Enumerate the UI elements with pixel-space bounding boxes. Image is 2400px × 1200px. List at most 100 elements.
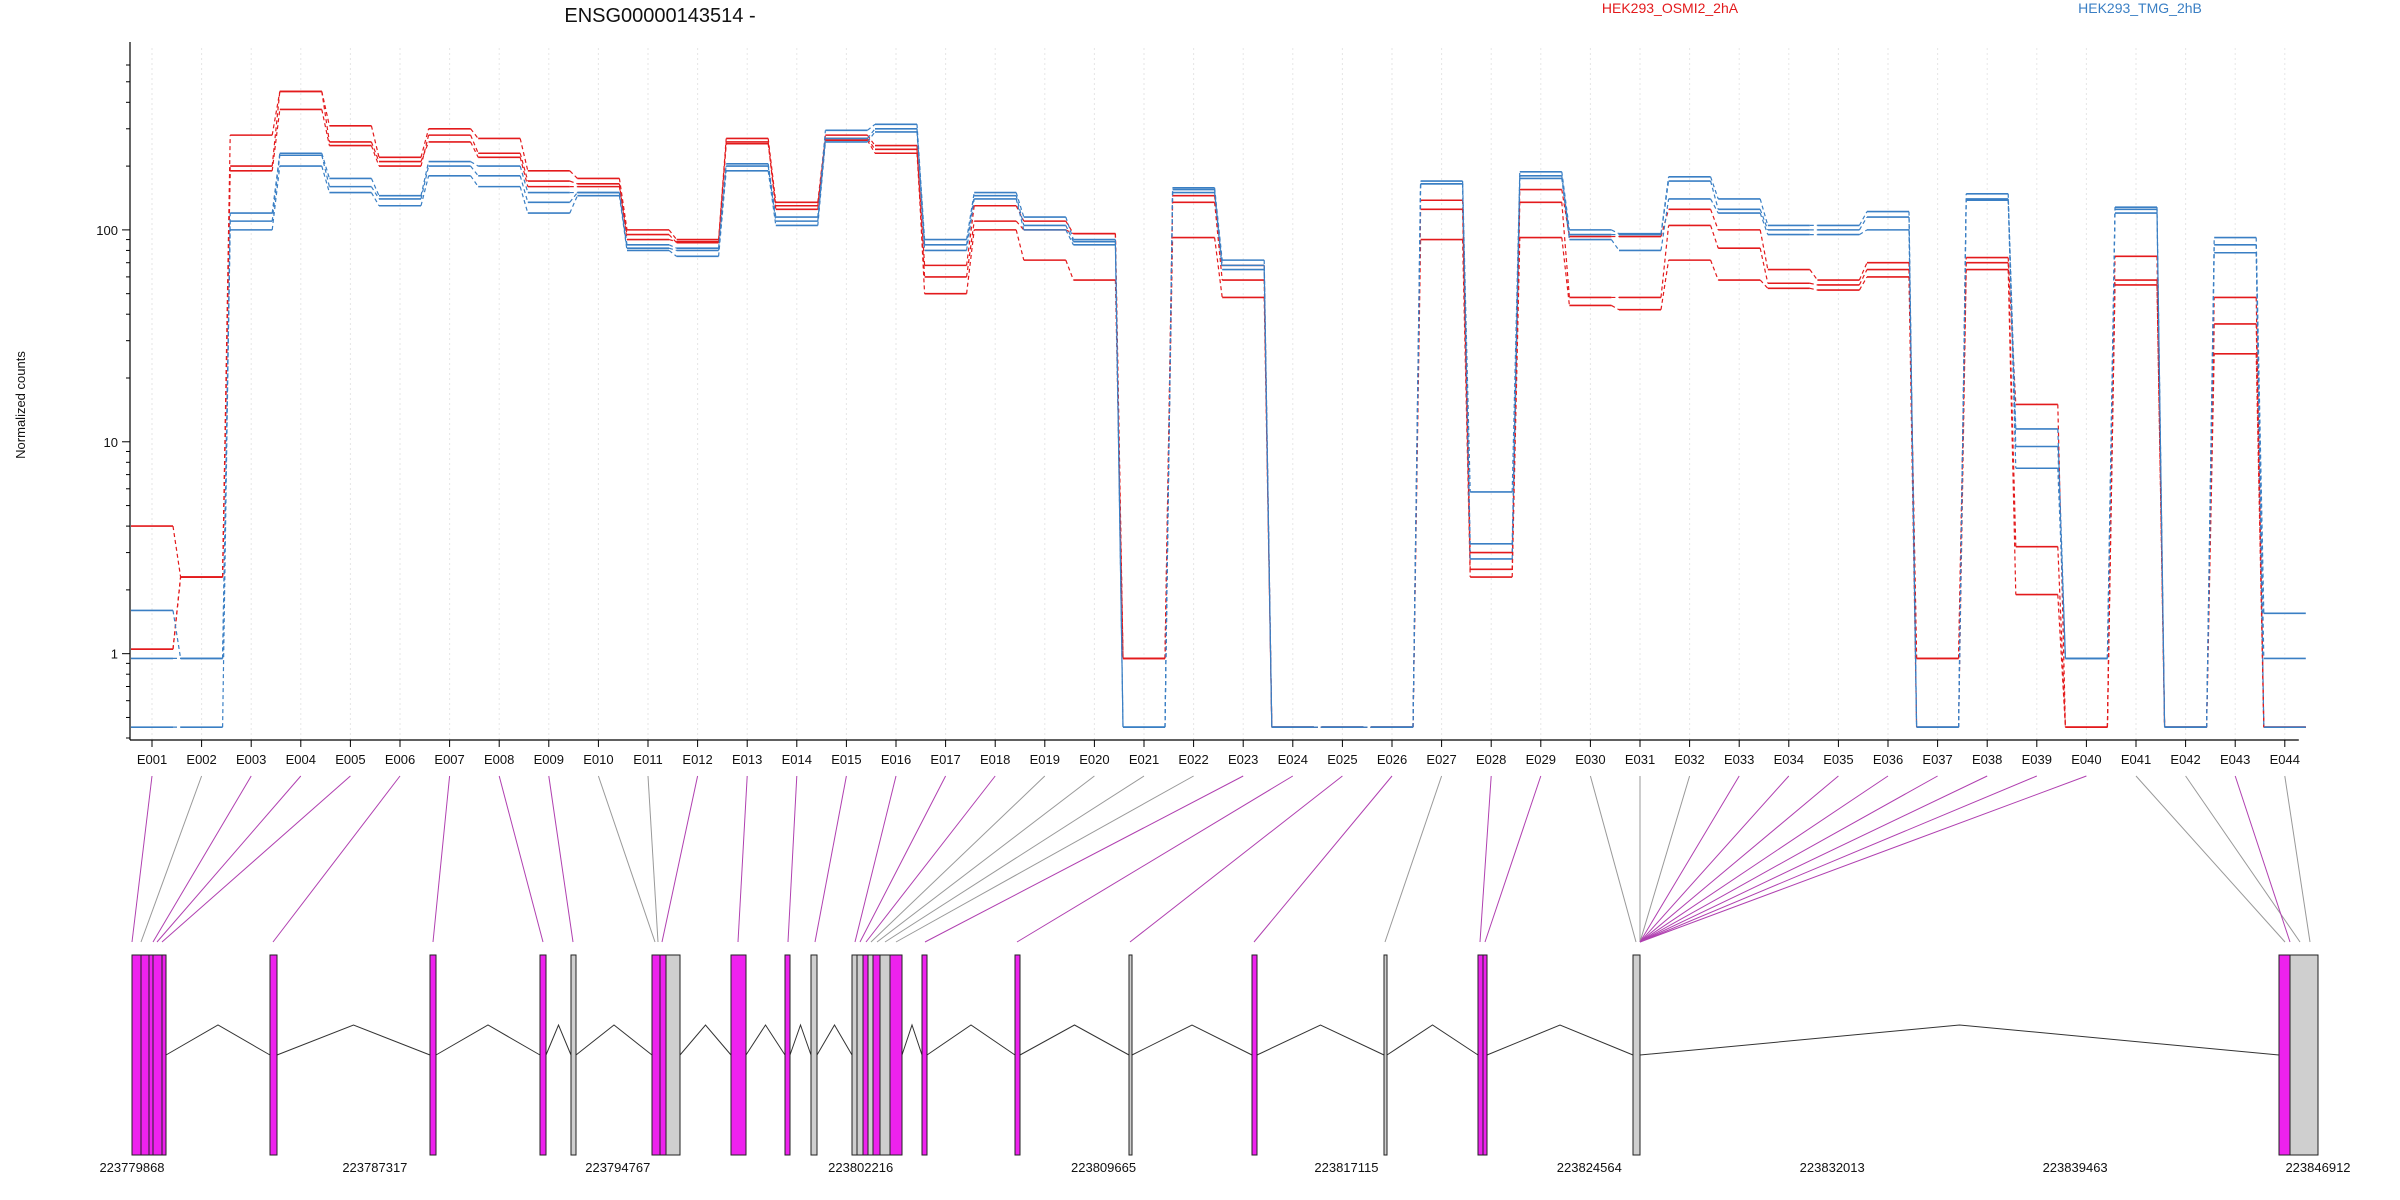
exon-count-connector [420,165,430,200]
exon-count-connector [1065,259,1074,281]
x-tick-label: E039 [2022,752,2052,767]
exon-count-connector [1412,183,1422,728]
intron-line [1019,1024,1130,1056]
exon-count-connector [1660,225,1670,298]
exon-count-connector [1858,262,1868,281]
intron-line [1486,1024,1634,1056]
exon-count-connector [1511,175,1521,544]
exon-count-connector [470,141,479,158]
exon-count-connector [1958,193,1967,728]
x-axis-exons: E001 E002 E003 E004 E005 E006 E007 E008 E009 E010… [130,739,2300,767]
exon-block [140,954,150,1156]
exon-block [730,954,747,1156]
exon-connector [1639,775,2037,943]
exon-count-connector [916,128,926,245]
exon-count-connector [370,186,380,200]
exon-block [269,954,278,1156]
exon-connector [1129,775,1343,943]
exon-connector [548,775,574,943]
series-3 [131,131,2306,728]
exon-count-connector [966,221,975,277]
exon-count-connector [2057,428,2066,659]
exon-count-connector [420,161,430,196]
exon-count-connector [1858,276,1868,291]
exon-count-connector [370,141,380,162]
x-tick-label: E041 [2121,752,2151,767]
exon-count-connector [321,165,330,193]
exon-block [862,954,869,1156]
exon-count-connector [1809,287,1818,291]
exon-count-connector [370,145,380,167]
intron-line [789,1023,812,1056]
exon-block [659,954,667,1156]
exon-count-connector [222,213,231,728]
x-tick-label: E027 [1426,752,1456,767]
exon-block [161,954,167,1156]
exon-block [810,954,818,1156]
coordinate-label: 223787317 [342,1160,407,1175]
exon-count-connector [321,91,330,143]
exon-count-connector [668,249,677,257]
intron-line [816,1024,853,1056]
exon-count-connector [668,234,678,244]
exon-count-connector [1710,176,1719,200]
exon-count-connector [2057,594,2066,728]
x-tick-label: E020 [1079,752,1109,767]
exon-block [856,954,864,1156]
y-tick-label: 100 [96,223,118,238]
exon-count-connector [1710,180,1719,210]
exon-count-connector [1561,171,1570,230]
x-tick-label: E033 [1724,752,1754,767]
exon-count-connector [966,192,975,240]
intron-line [901,1023,923,1056]
exon-connector [1639,775,1839,943]
x-tick-label: E021 [1129,752,1159,767]
exon-connector [895,775,1194,943]
x-tick-label: E023 [1228,752,1258,767]
intron-line [165,1024,271,1056]
exon-connector [1639,775,1691,943]
x-tick-label: E007 [434,752,464,767]
exon-count-connector [1412,181,1422,728]
exon-count-connector [321,91,330,126]
exon-count-connector [420,175,430,206]
intron-line [1386,1024,1479,1056]
gene-model [131,954,2319,1156]
exon-connector [814,775,847,943]
exon-count-connector [271,155,281,222]
exon-block [2278,954,2291,1156]
exon-count-connector [1561,237,1570,306]
exon-count-connector [1759,198,1769,226]
coordinate-label: 223794767 [585,1160,650,1175]
exon-connector [161,775,351,943]
exon-count-connector [1908,211,1918,728]
exon-count-connector [817,130,826,218]
exon-count-connector [1660,176,1670,234]
coordinate-label: 223779868 [99,1160,164,1175]
exon-count-connector [2106,207,2116,659]
exon-count-connector [1065,220,1074,234]
exon-block [665,954,681,1156]
exon-block [921,954,928,1156]
exon-count-connector [618,186,628,235]
exon-block [784,954,791,1156]
exon-connector [1639,775,1988,943]
x-tick-label: E025 [1327,752,1357,767]
x-tick-label: E043 [2220,752,2250,767]
exon-count-connector [2156,207,2166,728]
exon-count-connector [1214,187,1223,261]
exon-connector [1639,775,1938,943]
exon-connector [152,775,252,943]
exon-count-connector [1015,220,1025,231]
exon-connector [859,775,947,943]
x-tick-label: E035 [1823,752,1853,767]
exon-count-connector [1164,195,1174,659]
exon-count-connector [172,526,182,578]
exon-count-connector [1710,198,1719,214]
exon-count-connector [1511,202,1521,570]
exon-count-connector [2106,256,2116,728]
coordinate-label: 223846912 [2285,1160,2350,1175]
exon-count-connector [668,239,677,243]
exon-count-connector [470,165,479,177]
exon-count-connector [866,139,876,154]
